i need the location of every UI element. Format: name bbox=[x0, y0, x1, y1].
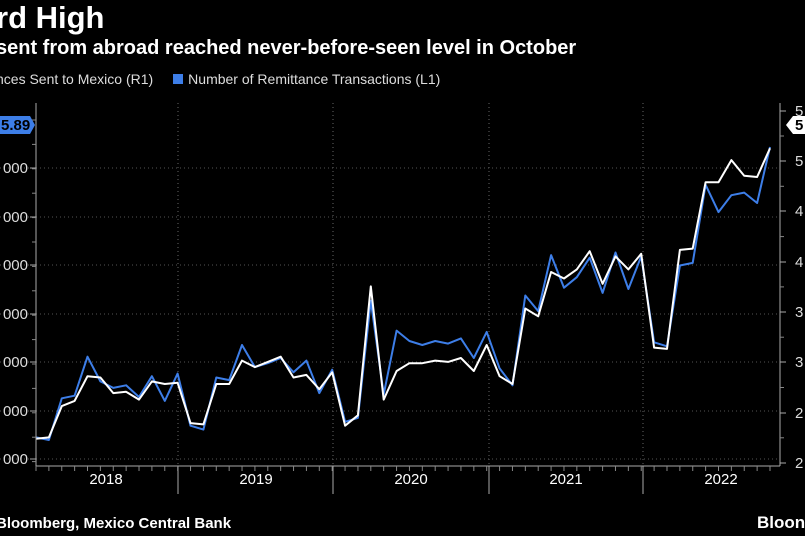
left-axis-tick-label: 000 bbox=[3, 403, 28, 420]
right-axis-tick-label: 5 bbox=[795, 103, 803, 120]
left-axis-tick-label: 000 bbox=[3, 160, 28, 177]
right-axis-tick-label: 4 bbox=[795, 254, 803, 271]
chart-title: rd High bbox=[0, 0, 105, 35]
left-axis-tick-label: 000 bbox=[3, 451, 28, 468]
right-axis-tick-label: 3 bbox=[795, 354, 803, 371]
legend-transactions: Number of Remittance Transactions (L1) bbox=[188, 71, 441, 87]
right-axis-tick-label: 4 bbox=[795, 203, 803, 220]
x-axis-tick-label: 2018 bbox=[89, 471, 122, 488]
chart-subtitle: sent from abroad reached never-before-se… bbox=[0, 37, 577, 59]
left-last-value-badge bbox=[0, 116, 35, 134]
x-axis-tick-label: 2022 bbox=[704, 471, 737, 488]
x-axis-tick-label: 2019 bbox=[239, 471, 272, 488]
legend: nces Sent to Mexico (R1) Number of Remit… bbox=[0, 71, 440, 87]
transactions-series-line bbox=[35, 146, 771, 441]
right-axis-tick-label: 3 bbox=[795, 304, 803, 321]
remittances-series-line bbox=[35, 147, 771, 440]
left-axis-tick-label: 000 bbox=[3, 257, 28, 274]
right-last-value-badge bbox=[786, 116, 805, 134]
legend-remittances: nces Sent to Mexico (R1) bbox=[0, 71, 154, 87]
x-axis-tick-label: 2020 bbox=[394, 471, 427, 488]
right-axis-tick-label: 2 bbox=[795, 405, 803, 422]
left-last-value-label: 5.89 bbox=[1, 117, 30, 134]
right-last-value-label: 5 bbox=[795, 117, 803, 134]
source-note: Bloomberg, Mexico Central Bank bbox=[0, 515, 232, 532]
right-axis-tick-label: 2 bbox=[795, 455, 803, 472]
legend-transactions-swatch bbox=[173, 74, 184, 84]
left-axis-tick-label: 000 bbox=[3, 209, 28, 226]
left-axis-tick-label: 000 bbox=[3, 354, 28, 371]
brand-logo: Bloon bbox=[757, 513, 805, 532]
right-axis-tick-label: 5 bbox=[795, 153, 803, 170]
left-axis-tick-label: 000 bbox=[3, 306, 28, 323]
x-axis-tick-label: 2021 bbox=[549, 471, 582, 488]
